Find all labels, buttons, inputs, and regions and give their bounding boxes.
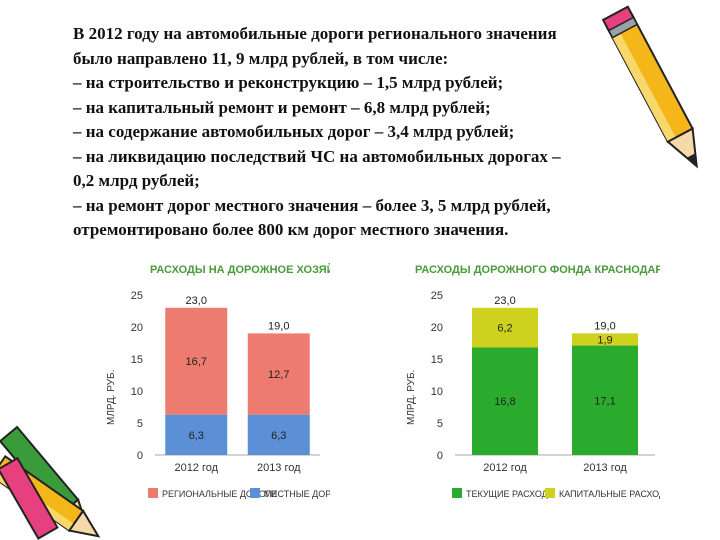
bar-segment — [165, 414, 228, 455]
text-line: – на содержание автомобильных дорог – 3,… — [73, 122, 515, 141]
total-label: 19,0 — [268, 320, 289, 332]
legend-swatch — [250, 488, 260, 498]
chart-title: РАСХОДЫ ДОРОЖНОГО ФОНДА КРАСНОДАРСКОГО К… — [415, 264, 660, 276]
data-label: 17,1 — [594, 395, 615, 407]
bar-segment — [247, 414, 310, 455]
data-label: 1,9 — [597, 334, 612, 346]
text-line: – на капитальный ремонт и ремонт – 6,8 м… — [73, 97, 491, 117]
bar-segment — [247, 333, 310, 415]
text-line: отремонтировано более 800 км дорог местн… — [73, 220, 509, 239]
text-line: – на ликвидацию последствий ЧС на автомо… — [73, 146, 561, 166]
bar-segment — [472, 307, 538, 348]
data-label: 6,2 — [497, 323, 512, 335]
data-label: 6,3 — [189, 430, 204, 442]
bar-segment — [572, 333, 638, 346]
road-expenses-chart: РАСХОДЫ НА ДОРОЖНОЕ ХОЗЯЙСТВО 25 20 15 10 5 0 М… — [100, 255, 330, 505]
data-label: 16,7 — [186, 356, 207, 368]
pencil-icon — [601, 5, 698, 169]
x-tick-label: 2012 год — [174, 462, 218, 474]
road-fund-chart: РАСХОДЫ ДОРОЖНОГО ФОНДА КРАСНОДАРСКОГО К… — [400, 255, 660, 505]
bar-segment — [165, 307, 228, 415]
y-tick-label: 10 — [431, 386, 443, 398]
text-line: было направлено 11, 9 млрд рублей, в том… — [73, 48, 449, 68]
road-expenses-chart-svg: РАСХОДЫ НА ДОРОЖНОЕ ХОЗЯЙСТВО 25 20 15 10 5 0 М… — [106, 263, 330, 499]
legend-swatch — [148, 488, 158, 498]
chart-title: РАСХОДЫ НА ДОРОЖНОЕ ХОЗЯЙСТВО — [150, 263, 330, 276]
y-tick-label: 15 — [131, 354, 143, 366]
summary-text: В 2012 году на автомобильные дороги реги… — [73, 22, 673, 243]
text-line: В 2012 году на автомобильные дороги реги… — [73, 24, 557, 43]
total-label: 19,0 — [594, 320, 615, 332]
x-tick-label: 2012 год — [483, 462, 527, 474]
legend-swatch — [545, 488, 555, 498]
road-fund-chart-svg: РАСХОДЫ ДОРОЖНОГО ФОНДА КРАСНОДАРСКОГО К… — [406, 264, 660, 499]
y-tick-label: 0 — [137, 450, 143, 462]
pencils-icon — [0, 425, 101, 540]
y-tick-label: 5 — [437, 418, 443, 430]
data-label: 6,3 — [271, 430, 286, 442]
legend-label: РЕГИОНАЛЬНЫЕ ДОРОГИ — [162, 489, 277, 499]
legend-label: КАПИТАЛЬНЫЕ РАСХОДЫ — [559, 489, 660, 499]
y-tick-label: 25 — [131, 290, 143, 302]
bar-segment — [472, 347, 538, 455]
y-tick-label: 20 — [431, 322, 443, 334]
legend-label: ТЕКУЩИЕ РАСХОДЫ — [466, 489, 556, 499]
bar-segment — [572, 345, 638, 455]
text-line: 0,2 млрд рублей; — [73, 171, 200, 190]
x-tick-label: 2013 год — [257, 462, 301, 474]
legend-label: МЕСТНЫЕ ДОРОГИ — [264, 489, 330, 499]
y-tick-label: 25 — [431, 290, 443, 302]
text-line: – на ремонт дорог местного значения – бо… — [73, 195, 551, 215]
y-axis-label: МЛРД. РУБ. — [106, 370, 117, 425]
y-tick-label: 15 — [431, 354, 443, 366]
data-label: 16,8 — [494, 396, 515, 408]
y-tick-label: 5 — [137, 418, 143, 430]
x-tick-label: 2013 год — [583, 462, 627, 474]
y-axis-label: МЛРД. РУБ. — [406, 370, 417, 425]
text-line: – на строительство и реконструкцию – 1,5… — [73, 73, 504, 92]
y-tick-label: 20 — [131, 322, 143, 334]
total-label: 23,0 — [186, 295, 207, 307]
total-label: 23,0 — [494, 295, 515, 307]
data-label: 12,7 — [268, 369, 289, 381]
y-tick-label: 10 — [131, 386, 143, 398]
legend-swatch — [452, 488, 462, 498]
y-tick-label: 0 — [437, 450, 443, 462]
